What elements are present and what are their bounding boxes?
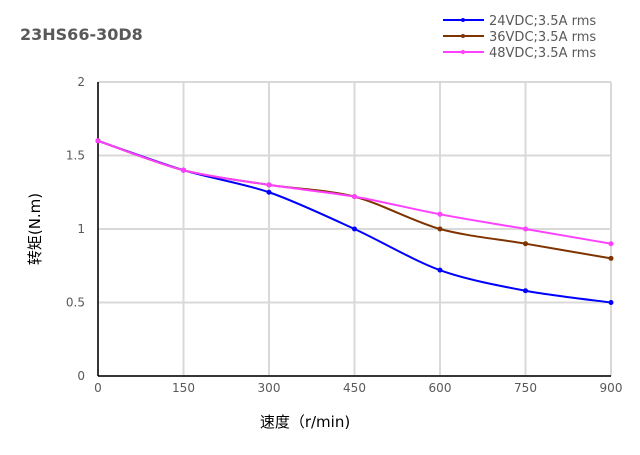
x-tick-label: 150 [172,381,195,395]
data-point [437,211,443,217]
legend-marker [461,18,465,22]
x-axis-label: 速度（r/min) [260,413,350,431]
x-tick-label: 750 [514,381,537,395]
data-point [523,288,528,294]
data-point [523,241,528,247]
x-tick-label: 900 [600,381,623,395]
chart-title: 23HS66-30D8 [20,25,143,44]
x-tick-label: 0 [94,381,102,395]
data-point [608,255,614,261]
legend-marker [461,34,465,38]
y-axis-label: 转矩(N.m) [26,193,44,265]
data-point [608,300,614,305]
data-point [608,241,614,247]
data-point [266,182,272,188]
tick-labels: 0 150 300 450 600 750 900 0 0.5 1 1.5 2 [66,75,623,395]
data-point [266,189,272,195]
series-lines [95,138,614,305]
x-tick-label: 300 [258,381,281,395]
y-tick-label: 1 [77,222,85,236]
y-tick-label: 0.5 [66,296,85,310]
y-tick-label: 1.5 [66,149,85,163]
x-tick-label: 450 [343,381,366,395]
legend-label: 24VDC;3.5A rms [489,14,596,29]
legend-label: 36VDC;3.5A rms [489,30,596,45]
y-tick-label: 0 [77,369,85,383]
data-point [352,194,357,200]
x-tick-label: 600 [429,381,452,395]
legend-marker [461,50,465,54]
data-point [352,226,357,232]
data-point [437,267,443,273]
data-point [95,138,101,144]
data-point [181,167,186,173]
data-point [437,226,443,232]
y-tick-label: 2 [77,75,85,89]
legend-label: 48VDC;3.5A rms [489,46,596,61]
data-point [523,226,528,232]
